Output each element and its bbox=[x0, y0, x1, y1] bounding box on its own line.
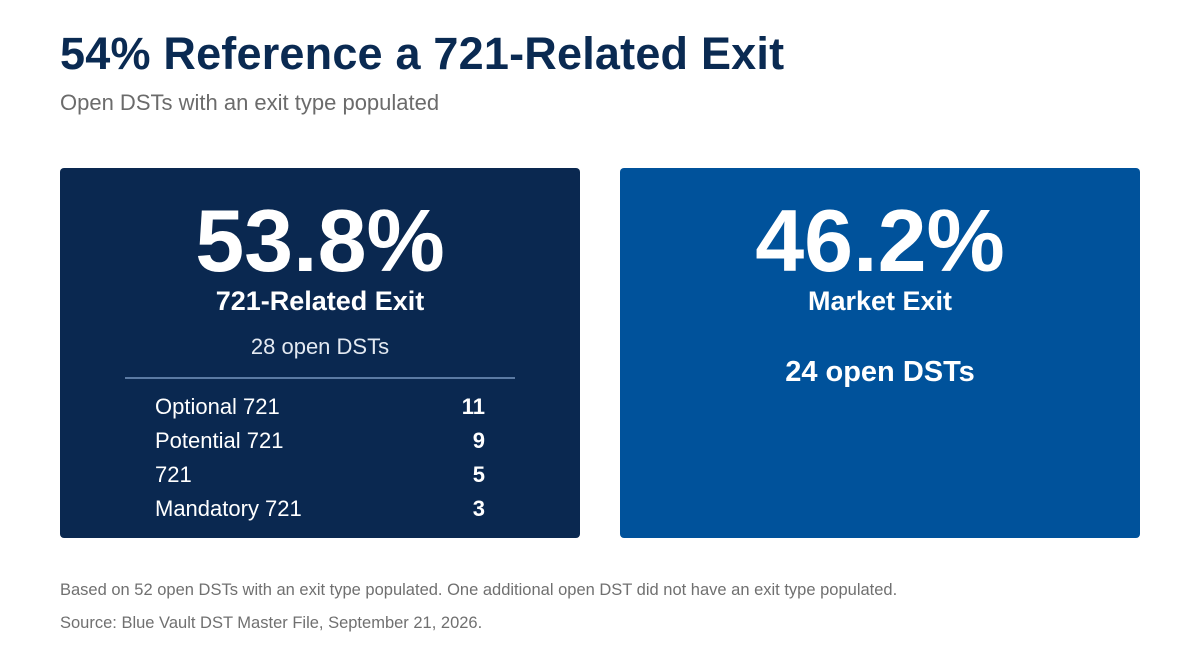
card-market-percent: 46.2% bbox=[755, 191, 1005, 290]
breakdown-row: Optional 721 11 bbox=[155, 390, 485, 424]
card-721-count: 28 open DSTs bbox=[250, 334, 390, 359]
card-721-divider bbox=[125, 377, 515, 379]
breakdown-value: 11 bbox=[461, 394, 485, 419]
breakdown-label: Mandatory 721 bbox=[155, 496, 302, 521]
breakdown-label: Potential 721 bbox=[155, 428, 284, 453]
breakdown-label: 721 bbox=[155, 462, 192, 487]
breakdown-value: 5 bbox=[472, 462, 485, 487]
card-721-related-exit: 53.8% 721-Related Exit 28 open DSTs Opti… bbox=[60, 168, 580, 538]
source-note: Source: Blue Vault DST Master File, Sept… bbox=[60, 614, 483, 632]
breakdown-list: Optional 721 11 Potential 721 9 721 5 Ma… bbox=[155, 390, 485, 526]
breakdown-label: Optional 721 bbox=[155, 394, 280, 419]
card-market-exit: 46.2% Market Exit 24 open DSTs bbox=[620, 168, 1140, 538]
card-market-count: 24 open DSTs bbox=[785, 356, 975, 388]
card-721-label: 721-Related Exit bbox=[215, 286, 425, 316]
breakdown-row: Potential 721 9 bbox=[155, 424, 485, 458]
card-721-percent: 53.8% bbox=[195, 191, 445, 290]
breakdown-value: 9 bbox=[472, 428, 485, 453]
card-market-label: Market Exit bbox=[807, 286, 953, 316]
page-subtitle: Open DSTs with an exit type populated bbox=[60, 90, 440, 115]
breakdown-value: 3 bbox=[472, 496, 485, 521]
footnote: Based on 52 open DSTs with an exit type … bbox=[60, 581, 898, 599]
page-title: 54% Reference a 721-Related Exit bbox=[60, 28, 785, 79]
breakdown-row: Mandatory 721 3 bbox=[155, 492, 485, 526]
breakdown-row: 721 5 bbox=[155, 458, 485, 492]
